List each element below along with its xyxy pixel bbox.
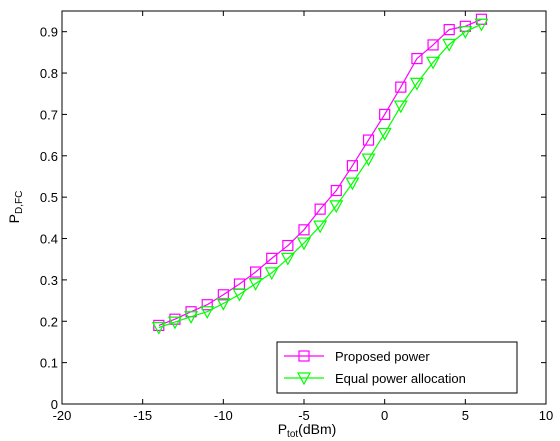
legend-box xyxy=(276,341,518,394)
x-axis-label-suffix: (dBm) xyxy=(298,421,336,437)
x-tick-label: -20 xyxy=(53,408,72,423)
x-axis-label-sub: tot xyxy=(287,429,298,440)
data-point xyxy=(379,108,391,121)
data-point xyxy=(458,26,473,39)
data-point xyxy=(264,267,279,281)
ticks-layer: -20 -15 -10 -5 0 5 10 0 0.1 0.2 0.3 0.4 0.5 0.6 0.7 0.8… xyxy=(40,11,553,423)
data-point xyxy=(346,160,358,172)
data-point xyxy=(377,127,392,141)
data-point xyxy=(250,266,262,278)
y-tick-label: 0.5 xyxy=(40,190,58,205)
plot-area xyxy=(61,10,547,405)
data-point xyxy=(280,252,295,266)
x-tick-label: -15 xyxy=(133,408,152,423)
x-axis-label: Ptot(dBm) xyxy=(278,421,337,440)
legend: Proposed power Equal power allocation xyxy=(276,341,518,394)
data-point xyxy=(442,38,457,52)
data-point xyxy=(411,52,423,65)
x-tick-label: -10 xyxy=(214,408,233,423)
y-axis-label-sub: D,FC xyxy=(14,191,25,214)
data-point xyxy=(298,224,310,236)
data-point xyxy=(296,237,312,251)
data-point xyxy=(184,311,199,324)
data-point xyxy=(201,299,213,311)
series-layer xyxy=(151,13,489,335)
x-tick-label: 0 xyxy=(381,408,388,423)
y-tick-label: 0.9 xyxy=(40,25,58,40)
y-axis-label: PD,FC xyxy=(6,191,25,224)
data-point xyxy=(266,252,278,264)
data-point xyxy=(362,134,375,146)
data-point xyxy=(314,203,326,215)
data-point xyxy=(167,316,182,330)
data-point xyxy=(443,24,455,36)
data-point xyxy=(395,81,407,93)
data-point xyxy=(313,220,328,234)
data-point xyxy=(200,306,215,320)
legend-label: Proposed power xyxy=(335,349,430,364)
y-tick-label: 0.1 xyxy=(40,356,58,371)
data-point xyxy=(361,153,376,167)
data-point xyxy=(248,278,263,291)
legend-label: Equal power allocation xyxy=(335,371,466,386)
legend-swatch-marker xyxy=(296,372,312,386)
legend-swatch-marker xyxy=(298,350,310,362)
y-tick-label: 0.3 xyxy=(40,273,58,288)
x-tick-label: -5 xyxy=(298,408,310,423)
data-point xyxy=(216,297,231,311)
data-point xyxy=(345,177,360,191)
y-tick-label: 0.6 xyxy=(40,149,58,164)
series-2 xyxy=(151,18,489,335)
x-tick-label: 10 xyxy=(539,408,553,423)
data-point xyxy=(426,56,441,70)
plot-frame xyxy=(61,10,547,405)
y-tick-label: 0 xyxy=(51,397,58,412)
y-tick-label: 0.7 xyxy=(40,107,58,122)
y-tick-label: 0.4 xyxy=(40,232,58,247)
data-point xyxy=(393,100,408,114)
data-point xyxy=(427,39,439,51)
data-point xyxy=(232,288,247,302)
y-tick-label: 0.2 xyxy=(40,314,58,329)
x-tick-label: 5 xyxy=(462,408,469,423)
data-point xyxy=(217,289,229,301)
x-axis-label-main: P xyxy=(278,421,287,437)
data-point xyxy=(474,18,489,32)
data-point xyxy=(282,239,294,252)
data-point xyxy=(151,321,166,335)
data-point xyxy=(329,200,344,214)
y-tick-label: 0.8 xyxy=(40,66,58,81)
data-point xyxy=(330,184,342,197)
data-point xyxy=(409,77,424,91)
y-axis-label-main: P xyxy=(6,214,22,223)
